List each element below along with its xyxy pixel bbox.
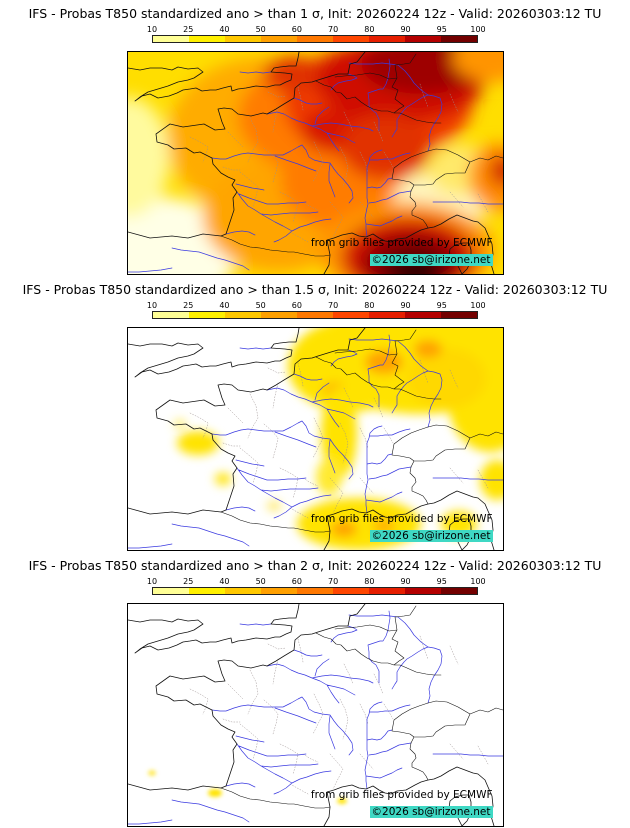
credit-copyright: ©2026 sb@irizone.net bbox=[369, 805, 493, 818]
colorbar-segment bbox=[153, 588, 189, 594]
colorbar-segment bbox=[153, 36, 189, 42]
colorbar-segment bbox=[261, 36, 297, 42]
colorbar-strip bbox=[152, 35, 478, 43]
colorbar-tick: 95 bbox=[436, 301, 447, 310]
colorbar-tick: 50 bbox=[255, 25, 266, 34]
colorbar-tick: 25 bbox=[183, 577, 194, 586]
colorbar-tick: 80 bbox=[364, 577, 375, 586]
credit-ecmwf: from grib files provided by ECMWF bbox=[310, 789, 493, 802]
colorbar-tick: 40 bbox=[219, 301, 230, 310]
colorbar-tick: 80 bbox=[364, 301, 375, 310]
colorbar-tick: 90 bbox=[400, 301, 411, 310]
colorbar-segment bbox=[297, 36, 333, 42]
colorbar-tick: 90 bbox=[400, 25, 411, 34]
colorbar-segment bbox=[225, 312, 261, 318]
panel-title: IFS - Probas T850 standardized ano > tha… bbox=[28, 558, 602, 573]
panel-sigma-1: IFS - Probas T850 standardized ano > tha… bbox=[0, 0, 630, 276]
colorbar-segment bbox=[225, 36, 261, 42]
colorbar-tick: 10 bbox=[146, 301, 158, 310]
map-canvas-sigma-1-5 bbox=[127, 328, 503, 550]
colorbar-segment bbox=[405, 588, 441, 594]
colorbar-segment bbox=[297, 312, 333, 318]
map-credits: from grib files provided by ECMWF ©2026 … bbox=[311, 511, 493, 544]
colorbar-segment bbox=[405, 312, 441, 318]
colorbar-segment bbox=[261, 588, 297, 594]
colorbar-segment bbox=[369, 36, 405, 42]
colorbar-tick: 60 bbox=[291, 577, 302, 586]
colorbar-tick-row: 10 25 40 50 60 70 80 90 95 100 bbox=[147, 577, 486, 587]
map-credits: from grib files provided by ECMWF ©2026 … bbox=[311, 787, 493, 820]
colorbar-tick: 10 bbox=[146, 25, 158, 34]
colorbar: 10 25 40 50 60 70 80 90 95 100 bbox=[147, 25, 486, 46]
credit-copyright: ©2026 sb@irizone.net bbox=[369, 253, 493, 266]
colorbar-segment bbox=[297, 588, 333, 594]
panel-title: IFS - Probas T850 standardized ano > tha… bbox=[22, 282, 608, 297]
colorbar-tick: 70 bbox=[328, 301, 339, 310]
colorbar-segment bbox=[189, 312, 225, 318]
colorbar-tick: 25 bbox=[183, 25, 194, 34]
colorbar-strip bbox=[152, 587, 478, 595]
colorbar-tick: 100 bbox=[470, 301, 486, 310]
colorbar-segment bbox=[333, 36, 369, 42]
colorbar: 10 25 40 50 60 70 80 90 95 100 bbox=[147, 577, 486, 598]
colorbar-segment bbox=[153, 312, 189, 318]
colorbar-tick: 100 bbox=[470, 25, 486, 34]
colorbar-tick: 100 bbox=[470, 577, 486, 586]
credit-copyright: ©2026 sb@irizone.net bbox=[369, 529, 493, 542]
map-sigma-1: from grib files provided by ECMWF ©2026 … bbox=[126, 51, 504, 275]
colorbar-tick-row: 10 25 40 50 60 70 80 90 95 100 bbox=[147, 25, 486, 35]
colorbar-segment bbox=[369, 312, 405, 318]
colorbar-segment bbox=[441, 36, 477, 42]
colorbar-tick: 70 bbox=[328, 577, 339, 586]
panel-sigma-2: IFS - Probas T850 standardized ano > tha… bbox=[0, 552, 630, 828]
colorbar-tick: 40 bbox=[219, 25, 230, 34]
colorbar-tick: 80 bbox=[364, 25, 375, 34]
colorbar-segment bbox=[405, 36, 441, 42]
panel-title: IFS - Probas T850 standardized ano > tha… bbox=[28, 6, 602, 21]
panel-sigma-1-5: IFS - Probas T850 standardized ano > tha… bbox=[0, 276, 630, 552]
colorbar-segment bbox=[189, 588, 225, 594]
colorbar-tick: 60 bbox=[291, 25, 302, 34]
credit-ecmwf: from grib files provided by ECMWF bbox=[310, 513, 493, 526]
colorbar-tick: 25 bbox=[183, 301, 194, 310]
colorbar-segment bbox=[225, 588, 261, 594]
colorbar-segment bbox=[333, 588, 369, 594]
map-sigma-2: from grib files provided by ECMWF ©2026 … bbox=[126, 603, 504, 827]
map-credits: from grib files provided by ECMWF ©2026 … bbox=[311, 235, 493, 268]
colorbar-strip bbox=[152, 311, 478, 319]
probability-field-sigma-2 bbox=[147, 770, 347, 804]
colorbar: 10 25 40 50 60 70 80 90 95 100 bbox=[147, 301, 486, 322]
colorbar-tick: 50 bbox=[255, 577, 266, 586]
map-canvas-sigma-2 bbox=[127, 604, 503, 826]
map-canvas-sigma-1 bbox=[127, 52, 503, 274]
colorbar-tick: 50 bbox=[255, 301, 266, 310]
colorbar-tick: 95 bbox=[436, 577, 447, 586]
colorbar-segment bbox=[261, 312, 297, 318]
probability-field-sigma-1-5 bbox=[173, 328, 503, 550]
colorbar-tick: 90 bbox=[400, 577, 411, 586]
colorbar-tick: 40 bbox=[219, 577, 230, 586]
credit-ecmwf: from grib files provided by ECMWF bbox=[310, 237, 493, 250]
colorbar-segment bbox=[369, 588, 405, 594]
colorbar-tick: 10 bbox=[146, 577, 158, 586]
map-sigma-1-5: from grib files provided by ECMWF ©2026 … bbox=[126, 327, 504, 551]
colorbar-tick-row: 10 25 40 50 60 70 80 90 95 100 bbox=[147, 301, 486, 311]
colorbar-segment bbox=[189, 36, 225, 42]
colorbar-tick: 70 bbox=[328, 25, 339, 34]
colorbar-segment bbox=[441, 312, 477, 318]
colorbar-segment bbox=[441, 588, 477, 594]
colorbar-tick: 60 bbox=[291, 301, 302, 310]
colorbar-segment bbox=[333, 312, 369, 318]
colorbar-tick: 95 bbox=[436, 25, 447, 34]
